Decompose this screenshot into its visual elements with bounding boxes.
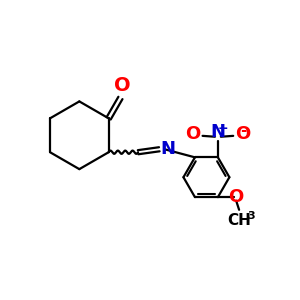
Text: -: - (241, 123, 247, 138)
Text: O: O (114, 76, 130, 95)
Text: O: O (235, 125, 250, 143)
Text: 3: 3 (247, 211, 255, 221)
Text: +: + (218, 122, 229, 135)
Text: O: O (229, 188, 244, 206)
Text: N: N (161, 140, 176, 158)
Text: N: N (210, 123, 225, 141)
Text: CH: CH (227, 213, 251, 228)
Text: O: O (186, 125, 201, 143)
